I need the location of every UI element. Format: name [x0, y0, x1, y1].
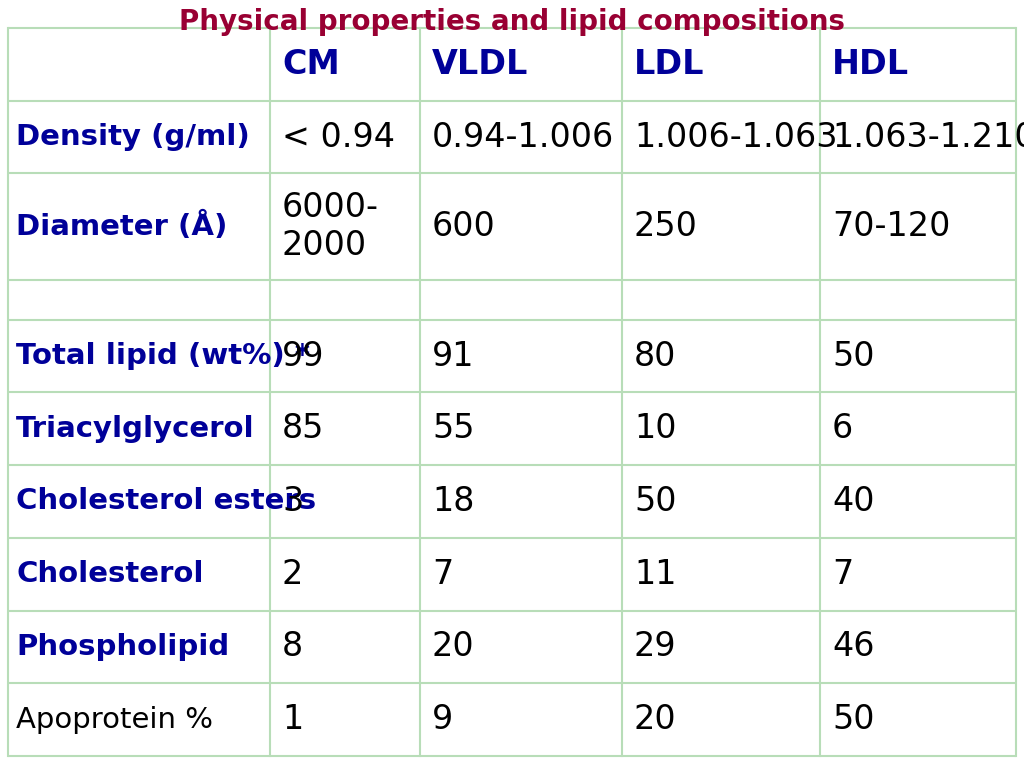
Text: 50: 50 — [831, 703, 874, 737]
Text: 1.006-1.063: 1.006-1.063 — [634, 121, 838, 154]
Text: 9: 9 — [432, 703, 454, 737]
Text: Cholesterol: Cholesterol — [16, 560, 204, 588]
Text: 600: 600 — [432, 210, 496, 243]
Text: Diameter (Å): Diameter (Å) — [16, 212, 227, 241]
Text: Triacylglycerol: Triacylglycerol — [16, 415, 255, 443]
Text: 8: 8 — [282, 631, 303, 664]
Text: VLDL: VLDL — [432, 48, 528, 81]
Text: Phospholipid: Phospholipid — [16, 633, 229, 661]
Text: 10: 10 — [634, 412, 677, 445]
Text: 55: 55 — [432, 412, 474, 445]
Text: 91: 91 — [432, 339, 474, 372]
Text: 6: 6 — [831, 412, 853, 445]
Text: 18: 18 — [432, 485, 474, 518]
Text: Cholesterol esters: Cholesterol esters — [16, 488, 316, 515]
Text: 1.063-1.210: 1.063-1.210 — [831, 121, 1024, 154]
Text: CM: CM — [282, 48, 340, 81]
Text: Total lipid (wt%) *: Total lipid (wt%) * — [16, 342, 310, 370]
Text: 46: 46 — [831, 631, 874, 664]
Text: 29: 29 — [634, 631, 677, 664]
Text: HDL: HDL — [831, 48, 909, 81]
Text: 3: 3 — [282, 485, 303, 518]
Text: Apoprotein %: Apoprotein % — [16, 706, 213, 733]
Text: 2: 2 — [282, 558, 303, 591]
Text: 7: 7 — [432, 558, 454, 591]
Text: 99: 99 — [282, 339, 325, 372]
Text: 85: 85 — [282, 412, 325, 445]
Text: Physical properties and lipid compositions: Physical properties and lipid compositio… — [179, 8, 845, 36]
Text: 11: 11 — [634, 558, 677, 591]
Text: < 0.94: < 0.94 — [282, 121, 395, 154]
Text: 20: 20 — [432, 631, 475, 664]
Text: 250: 250 — [634, 210, 698, 243]
Text: 20: 20 — [634, 703, 677, 737]
Text: 40: 40 — [831, 485, 874, 518]
Text: 70-120: 70-120 — [831, 210, 950, 243]
Text: 50: 50 — [634, 485, 677, 518]
Text: LDL: LDL — [634, 48, 705, 81]
Text: 6000-
2000: 6000- 2000 — [282, 191, 379, 263]
Text: Density (g/ml): Density (g/ml) — [16, 123, 250, 151]
Text: 80: 80 — [634, 339, 677, 372]
Text: 0.94-1.006: 0.94-1.006 — [432, 121, 614, 154]
Text: 50: 50 — [831, 339, 874, 372]
Text: 1: 1 — [282, 703, 303, 737]
Text: 7: 7 — [831, 558, 853, 591]
